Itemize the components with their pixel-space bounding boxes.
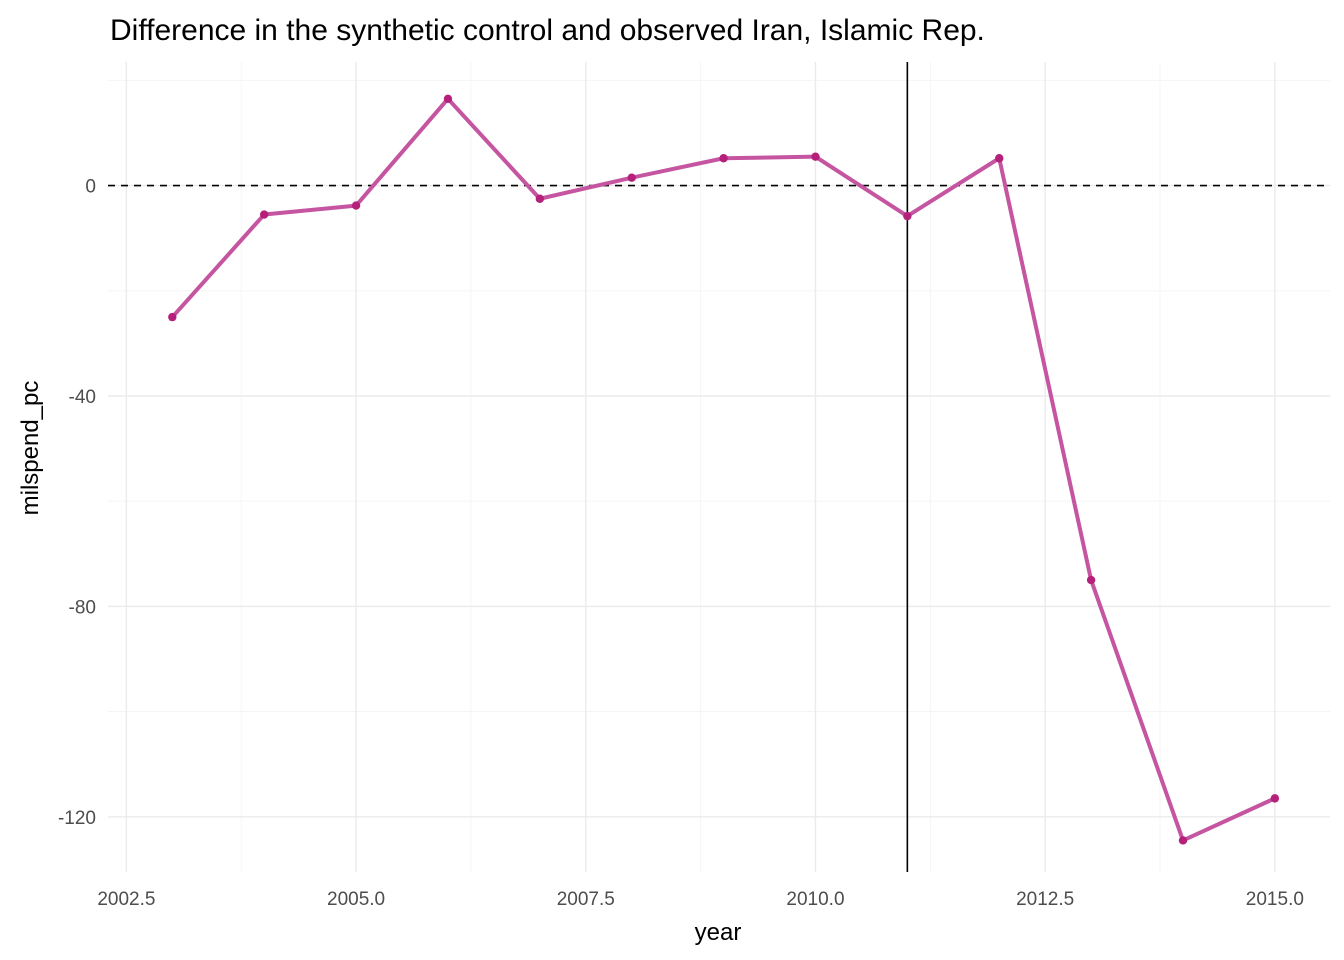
data-point xyxy=(1178,836,1188,845)
y-tick-label: 0 xyxy=(85,177,96,198)
x-tick-label: 2007.5 xyxy=(557,889,615,910)
data-point xyxy=(351,201,361,210)
y-tick-label: -40 xyxy=(69,387,96,408)
x-tick-label: 2005.0 xyxy=(327,889,385,910)
data-point xyxy=(719,154,728,163)
data-point xyxy=(995,154,1004,163)
y-axis-title: milspend_pc xyxy=(17,381,44,516)
data-point xyxy=(903,211,912,221)
data-point xyxy=(627,173,636,182)
data-point xyxy=(535,194,545,203)
y-tick-label: -120 xyxy=(58,808,96,829)
data-point xyxy=(1270,794,1280,803)
data-point xyxy=(1086,575,1096,585)
data-point xyxy=(811,152,820,161)
data-point xyxy=(443,94,453,104)
x-tick-label: 2012.5 xyxy=(1016,889,1074,910)
data-point xyxy=(168,312,177,322)
x-axis-title: year xyxy=(695,919,742,946)
series-line xyxy=(170,96,1277,843)
x-tick-label: 2010.0 xyxy=(786,889,844,910)
x-tick-label: 2002.5 xyxy=(97,889,155,910)
data-point xyxy=(259,210,269,219)
chart-title: Difference in the synthetic control and … xyxy=(110,14,985,47)
x-tick-label: 2015.0 xyxy=(1246,889,1304,910)
y-tick-label: -80 xyxy=(69,597,96,618)
